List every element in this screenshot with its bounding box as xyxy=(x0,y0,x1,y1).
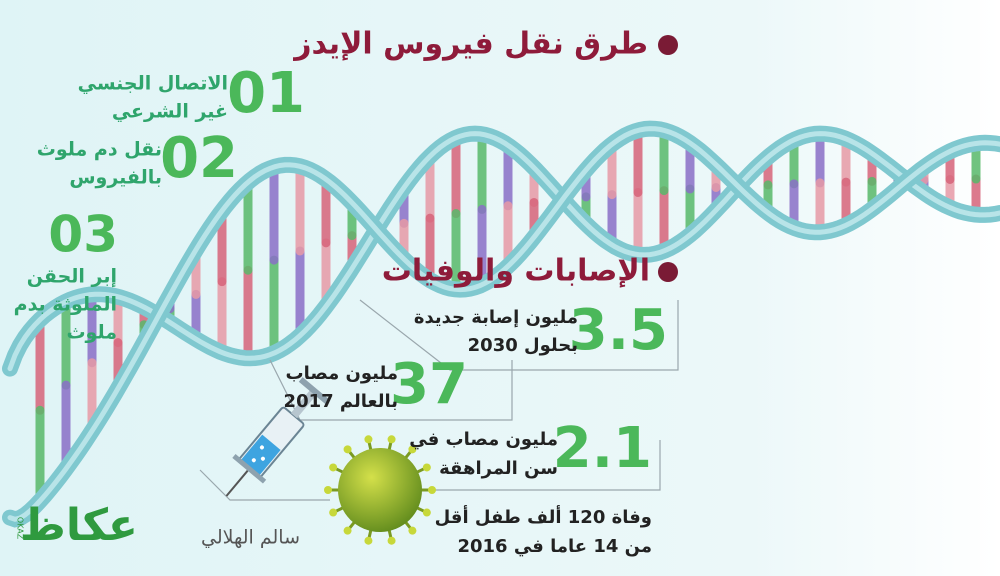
virus-spike-tip xyxy=(387,536,396,545)
virus-icon xyxy=(324,435,436,545)
virus-spike-tip xyxy=(364,536,373,545)
item-text: نقل دم ملوث xyxy=(37,139,162,161)
logo-latin: OKAZ xyxy=(16,517,25,540)
item-text: إبر الحقن xyxy=(27,266,117,288)
stat-number: 3.5 xyxy=(569,298,668,363)
connector xyxy=(269,359,513,421)
virus-spike-tip xyxy=(422,463,431,472)
virus-spike-tip xyxy=(408,526,417,535)
virus-body xyxy=(338,448,422,532)
section-title: الإصابات والوفيات xyxy=(382,254,650,289)
virus-spike-tip xyxy=(422,508,431,517)
author: سالم الهلالي xyxy=(201,527,300,549)
stat-text: سن المراهقة xyxy=(439,458,558,479)
stat-number: 37 xyxy=(390,352,468,417)
virus-spike-tip xyxy=(364,435,373,444)
item-text: الاتصال الجنسي xyxy=(78,73,228,95)
dna-helix xyxy=(2,120,1000,528)
dna-strand-highlight xyxy=(7,131,1000,372)
virus-spike-tip xyxy=(408,445,417,454)
item-number: 01 xyxy=(227,61,305,126)
virus-spike-tip xyxy=(343,445,352,454)
virus-spike-tip xyxy=(387,435,396,444)
item-text: ملوث xyxy=(66,322,117,344)
stat-text: بالعالم 2017 xyxy=(284,391,398,412)
connector xyxy=(420,440,661,491)
connector xyxy=(359,299,679,371)
bullet xyxy=(658,35,678,55)
item-text: بالفيروس xyxy=(69,167,162,189)
item-number: 03 xyxy=(48,206,118,264)
stat-number: 2.1 xyxy=(553,416,652,481)
connector xyxy=(199,469,330,501)
stat-text: بحلول 2030 xyxy=(468,335,578,356)
item-number: 02 xyxy=(160,126,238,191)
note-text: وفاة 120 ألف طفل أقل xyxy=(435,505,652,528)
virus-spike-tip xyxy=(324,486,332,494)
virus-spike-tip xyxy=(329,508,338,517)
item-text: الملوثة بدم xyxy=(14,294,117,316)
stat-text: مليون مصاب xyxy=(286,363,398,384)
syringe-icon xyxy=(225,377,331,497)
stat-text: مليون إصابة جديدة xyxy=(414,307,578,328)
virus-spike-tip xyxy=(343,526,352,535)
dna-strand-highlight xyxy=(7,126,1000,522)
bullet xyxy=(658,262,678,282)
logo: عكاظ xyxy=(20,500,138,551)
virus-spike-tip xyxy=(329,463,338,472)
virus-spike-tip xyxy=(428,486,436,494)
item-text: غير الشرعي xyxy=(112,101,228,123)
note-text: من 14 عاما في 2016 xyxy=(457,536,652,557)
stat-text: مليون مصاب في xyxy=(409,429,558,450)
title: طرق نقل فيروس الإيدز xyxy=(292,27,648,62)
